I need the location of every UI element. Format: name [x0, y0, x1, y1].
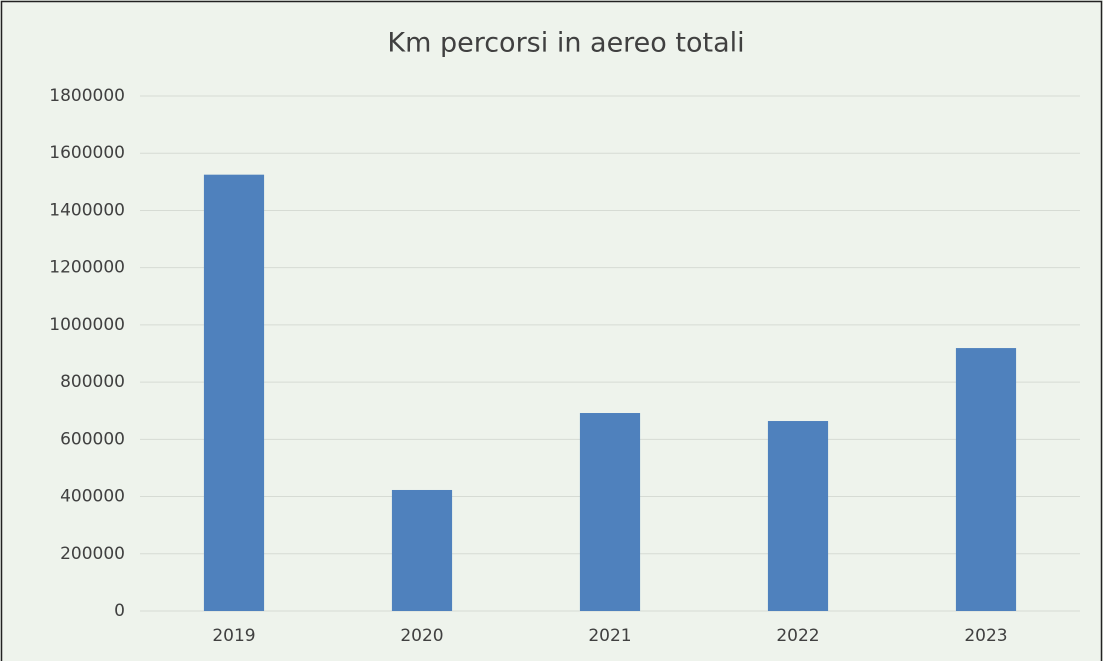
x-tick-label: 2021	[588, 626, 631, 646]
y-tick-label: 1600000	[49, 143, 125, 163]
y-tick-label: 1000000	[49, 315, 125, 335]
bar	[203, 174, 265, 612]
y-tick-label: 400000	[60, 487, 125, 507]
y-tick-label: 1200000	[49, 258, 125, 278]
y-tick-label: 1800000	[49, 86, 125, 106]
x-tick-label: 2023	[964, 626, 1007, 646]
y-tick-label: 600000	[60, 429, 125, 449]
x-tick-label: 2020	[400, 626, 443, 646]
y-tick-label: 800000	[60, 372, 125, 392]
chart-title: Km percorsi in aereo totali	[387, 28, 744, 59]
y-tick-label: 200000	[60, 544, 125, 564]
x-tick-label: 2019	[212, 626, 255, 646]
y-tick-label: 1400000	[49, 200, 125, 220]
x-tick-label: 2022	[776, 626, 819, 646]
y-tick-label: 0	[114, 601, 125, 621]
bar	[391, 489, 453, 611]
bar	[955, 348, 1017, 611]
bar	[767, 421, 829, 611]
bar	[579, 413, 641, 611]
